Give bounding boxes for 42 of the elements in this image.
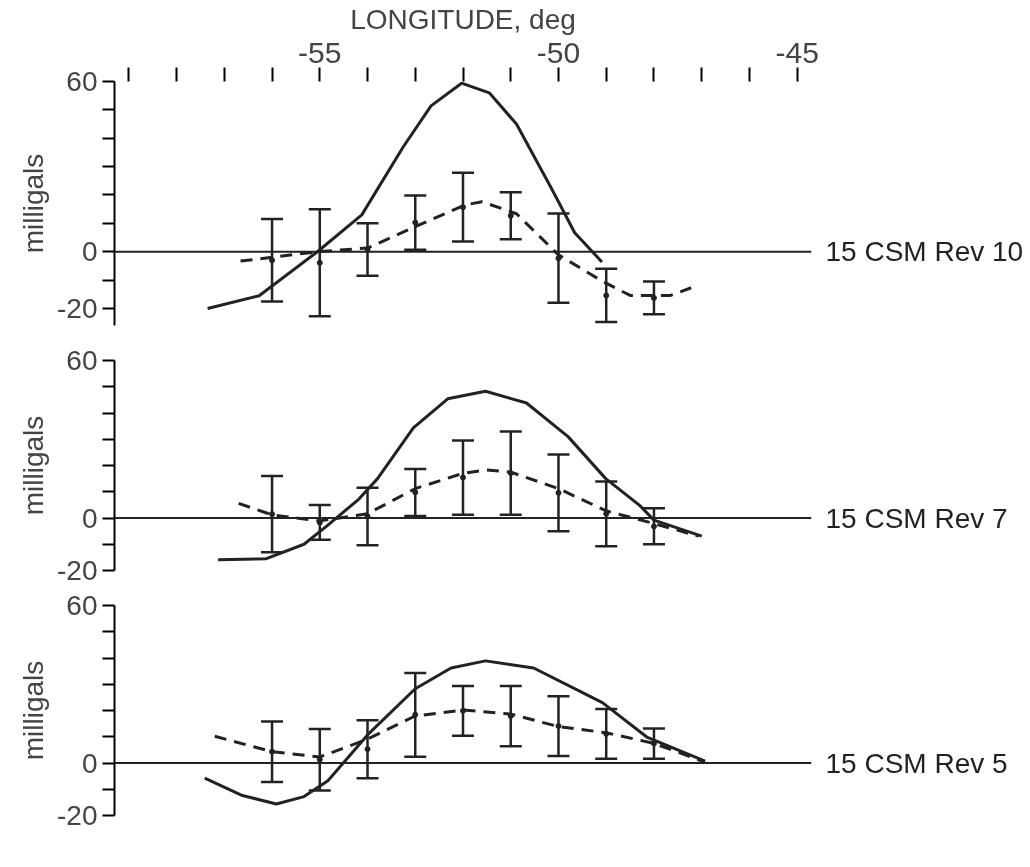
- point: [364, 746, 371, 753]
- y-tick-label: 60: [66, 345, 98, 376]
- point: [269, 257, 276, 264]
- point: [460, 474, 466, 481]
- point: [316, 259, 323, 266]
- y-tick-label: 0: [81, 747, 98, 779]
- point: [650, 294, 657, 301]
- point: [412, 489, 419, 496]
- point: [603, 730, 610, 737]
- point: [269, 511, 276, 518]
- ref-line-label: 15 CSM Rev 5: [825, 747, 1008, 779]
- x-tick-label: -55: [298, 35, 342, 69]
- point: [603, 292, 610, 299]
- y-axis-title: milligals: [18, 153, 50, 254]
- y-tick-label: -20: [57, 292, 98, 324]
- y-tick-label: 0: [81, 502, 98, 534]
- y-tick-label: -20: [57, 800, 98, 831]
- point: [460, 707, 466, 714]
- y-tick-label: 0: [81, 236, 98, 268]
- point: [555, 489, 562, 496]
- point: [412, 711, 419, 718]
- point: [555, 722, 562, 729]
- point: [555, 255, 562, 262]
- point: [412, 219, 419, 226]
- point: [507, 212, 514, 219]
- y-tick-label: -20: [57, 555, 98, 586]
- point: [316, 756, 323, 763]
- y-axis-title: milligals: [18, 415, 50, 516]
- ref-line-label: 15 CSM Rev 7: [825, 502, 1008, 534]
- point: [603, 510, 610, 517]
- point: [269, 748, 276, 755]
- y-tick-label: 60: [66, 66, 98, 97]
- point: [650, 740, 657, 747]
- ref-line-label: 15 CSM Rev 10: [825, 236, 1024, 268]
- y-tick-label: 60: [66, 590, 98, 621]
- point: [507, 470, 514, 477]
- x-axis-title: LONGITUDE, deg: [350, 3, 576, 35]
- y-axis-title: milligals: [18, 660, 50, 761]
- point: [460, 204, 466, 211]
- point: [650, 523, 657, 530]
- x-tick-label: -45: [775, 35, 819, 69]
- x-tick-label: -50: [536, 35, 581, 69]
